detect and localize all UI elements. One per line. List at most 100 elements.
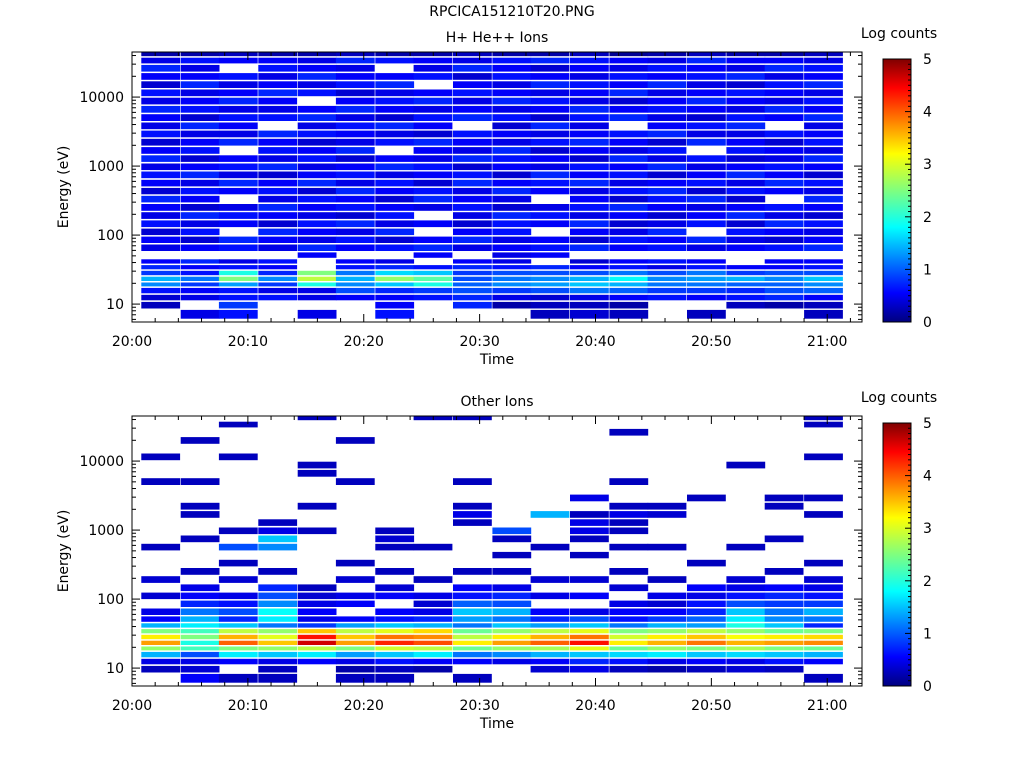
heatmap-cell: [218, 105, 258, 113]
heatmap-cell: [492, 147, 532, 154]
heatmap-cell: [375, 81, 415, 88]
heatmap-cell: [413, 287, 453, 294]
heatmap-cell: [297, 592, 337, 600]
heatmap-cell: [609, 89, 649, 97]
heatmap-cell: [218, 236, 258, 243]
heatmap-cell: [609, 616, 649, 622]
heatmap-cell: [297, 629, 337, 634]
heatmap-cell: [218, 270, 258, 276]
colorbar-tick-label: 5: [923, 52, 932, 68]
heatmap-cell: [413, 130, 453, 138]
heatmap-cell: [375, 236, 415, 243]
heatmap-cell: [297, 105, 337, 113]
heatmap-cell: [687, 287, 726, 294]
heatmap-cell: [258, 147, 298, 154]
heatmap-cell: [258, 187, 298, 195]
y-tick-label: 1000: [88, 159, 124, 175]
heatmap-cell: [764, 584, 804, 592]
heatmap-cell: [687, 623, 726, 628]
heatmap-cell: [764, 608, 804, 615]
heatmap-cell: [726, 658, 766, 665]
heatmap-cell: [375, 309, 415, 319]
heatmap-cell: [141, 236, 181, 243]
heatmap-cell: [492, 265, 532, 270]
heatmap-cell: [453, 89, 492, 97]
heatmap-cells: [141, 416, 843, 683]
heatmap-cell: [180, 105, 220, 113]
heatmap-cell: [726, 265, 766, 270]
heatmap-cell: [647, 244, 687, 251]
heatmap-cell: [609, 147, 649, 154]
heatmap-cell: [492, 179, 532, 187]
heatmap-cell: [609, 623, 649, 628]
heatmap-cell: [335, 658, 375, 665]
heatmap-cell: [453, 105, 492, 113]
heatmap-cell: [453, 416, 492, 421]
heatmap-cell: [453, 519, 492, 526]
heatmap-cell: [647, 64, 687, 72]
heatmap-cell: [687, 155, 726, 162]
heatmap-cell: [609, 502, 649, 510]
heatmap-cell: [647, 651, 687, 658]
heatmap-cell: [804, 244, 843, 251]
heatmap-cell: [258, 270, 298, 276]
heatmap-cell: [335, 163, 375, 171]
heatmap-cell: [764, 634, 804, 640]
heatmap-cell: [764, 646, 804, 651]
heatmap-cell: [218, 163, 258, 171]
heatmap-cell: [180, 584, 220, 592]
heatmap-cell: [258, 236, 298, 243]
heatmap-cell: [647, 511, 687, 518]
heatmap-cell: [687, 651, 726, 658]
heatmap-cell: [804, 105, 843, 113]
heatmap-cell: [180, 535, 220, 543]
heatmap-cell: [764, 228, 804, 236]
heatmap-cell: [218, 592, 258, 600]
heatmap-cell: [530, 576, 570, 583]
heatmap-cell: [375, 220, 415, 228]
heatmap-cell: [258, 179, 298, 187]
heatmap-cell: [141, 276, 181, 281]
heatmap-cell: [453, 244, 492, 251]
heatmap-cell: [726, 81, 766, 88]
colorbar-tick-label: 0: [923, 679, 932, 695]
heatmap-cell: [413, 64, 453, 72]
heatmap-cell: [764, 282, 804, 287]
heatmap-cell: [141, 301, 181, 309]
heatmap-cell: [453, 270, 492, 276]
heatmap-cell: [647, 73, 687, 80]
heatmap-cell: [530, 64, 570, 72]
heatmap-cell: [453, 651, 492, 658]
heatmap-cell: [804, 171, 843, 179]
heatmap-cell: [726, 282, 766, 287]
heatmap-cell: [647, 97, 687, 105]
heatmap-cell: [609, 195, 649, 203]
heatmap-cell: [687, 665, 726, 673]
heatmap-cell: [413, 600, 453, 607]
heatmap-cell: [804, 294, 843, 301]
heatmap-cell: [492, 651, 532, 658]
heatmap-cell: [218, 282, 258, 287]
heatmap-cell: [530, 163, 570, 171]
heatmap-cell: [570, 187, 609, 195]
heatmap-cell: [297, 195, 337, 203]
heatmap-cell: [726, 270, 766, 276]
heatmap-cell: [492, 187, 532, 195]
heatmap-cell: [413, 651, 453, 658]
heatmap-cell: [530, 265, 570, 270]
heatmap-cell: [609, 163, 649, 171]
heatmap-cell: [335, 105, 375, 113]
heatmap-cell: [453, 195, 492, 203]
heatmap-cell: [180, 270, 220, 276]
heatmap-cell: [530, 212, 570, 219]
heatmap-cell: [609, 294, 649, 301]
heatmap-cell: [297, 252, 337, 258]
heatmap-cell: [375, 228, 415, 236]
y-tick-label: 1000: [88, 523, 124, 539]
heatmap-cell: [804, 122, 843, 130]
heatmap-cell: [453, 81, 492, 88]
heatmap-cell: [804, 673, 843, 683]
heatmap-cell: [726, 114, 766, 121]
heatmap-cell: [687, 52, 726, 57]
heatmap-cell: [335, 244, 375, 251]
